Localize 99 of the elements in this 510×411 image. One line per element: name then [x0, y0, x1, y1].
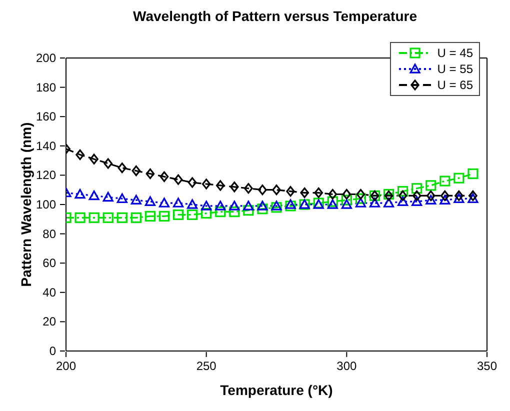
point — [271, 202, 282, 213]
point — [160, 171, 169, 182]
point — [342, 188, 352, 200]
point — [440, 194, 450, 205]
point — [412, 196, 422, 206]
point — [398, 186, 408, 197]
point — [202, 178, 211, 190]
point — [116, 212, 128, 223]
point — [468, 168, 478, 180]
point — [132, 166, 141, 176]
point — [285, 199, 296, 209]
point — [398, 196, 408, 206]
point — [144, 196, 156, 206]
y-tick-label: 80 — [42, 226, 56, 241]
point — [454, 172, 464, 184]
point — [216, 180, 225, 191]
x-tick-label: 200 — [56, 359, 76, 373]
point — [158, 198, 170, 208]
point — [102, 212, 114, 223]
point — [257, 204, 268, 214]
point — [116, 193, 128, 204]
point — [271, 200, 282, 210]
x-tick-label: 300 — [336, 359, 357, 373]
point — [144, 210, 156, 222]
point — [412, 190, 422, 202]
point — [426, 190, 436, 202]
point — [286, 186, 295, 197]
point — [328, 188, 338, 200]
point — [130, 194, 142, 205]
legend-label: U = 45 — [437, 46, 473, 60]
point — [244, 183, 253, 194]
point — [104, 158, 112, 169]
point — [398, 190, 408, 202]
point — [426, 180, 436, 191]
point — [174, 174, 183, 185]
point — [426, 194, 436, 205]
point — [74, 188, 86, 199]
point — [300, 187, 309, 198]
point — [118, 162, 127, 174]
y-tick-label: 20 — [42, 314, 56, 329]
point — [88, 190, 100, 200]
point — [440, 190, 450, 202]
point — [383, 198, 394, 208]
x-tick-label: 250 — [196, 359, 217, 373]
point — [314, 187, 323, 198]
point — [229, 200, 240, 210]
point — [257, 200, 268, 210]
point — [272, 184, 281, 196]
point — [215, 206, 226, 218]
legend-label: U = 65 — [437, 78, 473, 92]
point — [230, 182, 239, 192]
point — [90, 154, 98, 164]
point — [172, 209, 184, 220]
point — [327, 199, 338, 209]
point — [201, 200, 212, 210]
point — [188, 177, 197, 188]
point — [102, 192, 114, 202]
point — [243, 205, 254, 216]
y-tick-label: 60 — [42, 256, 56, 270]
point — [215, 200, 226, 210]
point — [201, 208, 212, 219]
x-tick-label: 350 — [476, 359, 498, 373]
y-tick-label: 180 — [36, 80, 56, 94]
point — [187, 209, 198, 220]
point — [369, 198, 380, 208]
y-tick-label: 140 — [36, 138, 56, 153]
point — [440, 176, 450, 186]
y-tick-label: 200 — [36, 51, 56, 65]
point — [74, 212, 86, 223]
point — [355, 193, 366, 204]
y-axis-title: Pattern Wavelength (nm) — [18, 122, 34, 287]
y-tick-label: 40 — [42, 285, 56, 300]
point — [146, 168, 155, 180]
point — [158, 210, 170, 222]
point — [187, 199, 198, 209]
point — [88, 212, 100, 223]
y-tick-label: 160 — [36, 110, 56, 124]
point — [172, 198, 184, 208]
y-tick-label: 120 — [36, 168, 56, 182]
point — [355, 198, 366, 208]
y-tick-label: 0 — [49, 344, 56, 358]
point — [130, 212, 142, 223]
point — [468, 193, 478, 204]
point — [412, 183, 422, 194]
point — [243, 200, 254, 210]
x-axis-title: Temperature (°K) — [220, 382, 333, 398]
legend-label: U = 55 — [437, 62, 473, 76]
chart-title: Wavelength of Pattern versus Temperature — [132, 8, 418, 26]
point — [229, 206, 240, 218]
point — [76, 149, 84, 160]
point — [356, 188, 366, 200]
point — [454, 193, 464, 204]
point — [285, 200, 296, 212]
point — [341, 194, 352, 206]
y-tick-label: 100 — [36, 198, 56, 212]
point — [258, 184, 267, 196]
point — [468, 190, 478, 202]
point — [454, 190, 464, 202]
point — [341, 199, 352, 209]
